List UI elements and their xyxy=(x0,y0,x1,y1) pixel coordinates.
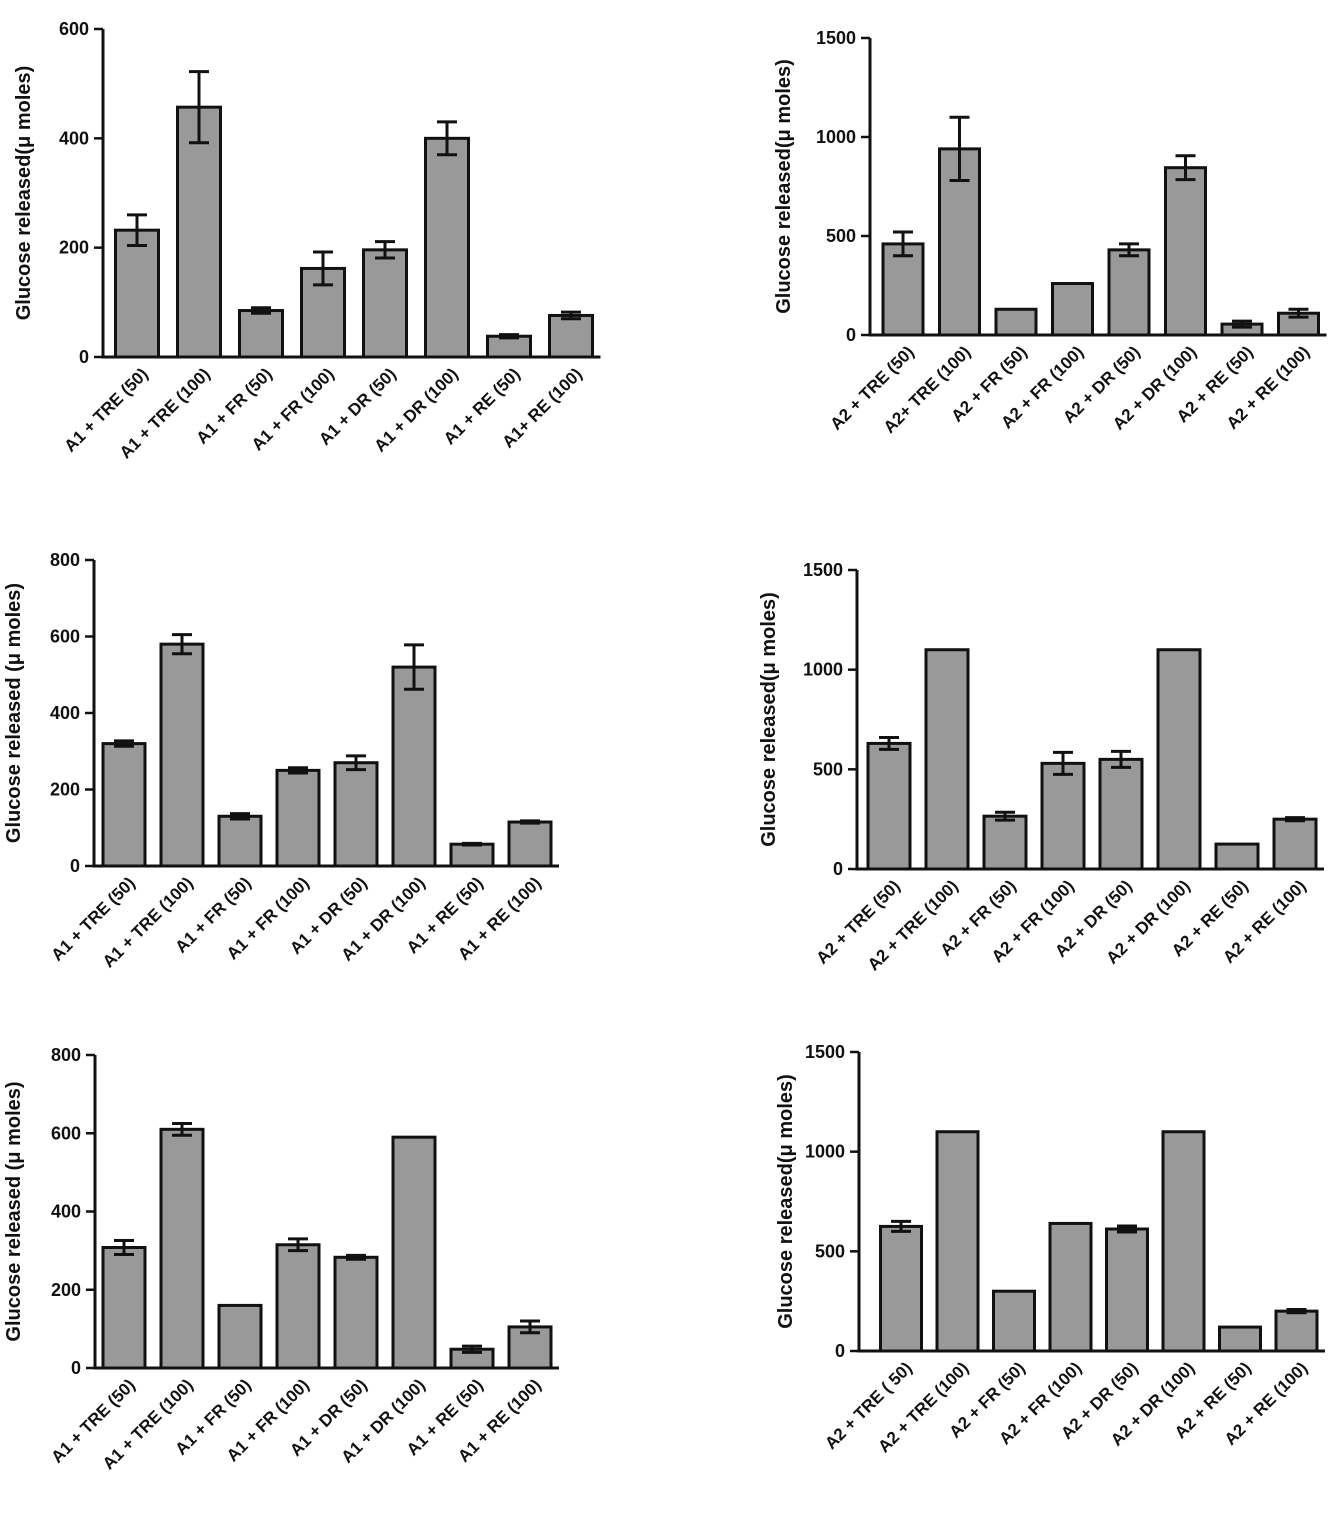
bar xyxy=(879,1224,923,1353)
y-tick-label: 400 xyxy=(59,128,89,148)
bar xyxy=(1048,1221,1093,1353)
y-tick-label: 1000 xyxy=(803,660,843,680)
bar xyxy=(238,309,284,359)
y-axis-label: Glucose released(μ moles) xyxy=(13,66,35,321)
y-axis-label: Glucose released(μ moles) xyxy=(775,1074,797,1329)
y-tick-label: 0 xyxy=(833,859,843,879)
bar xyxy=(982,814,1028,871)
bar xyxy=(275,1243,321,1370)
bar xyxy=(275,768,321,868)
y-tick-label: 0 xyxy=(71,1358,81,1378)
y-tick-label: 0 xyxy=(79,347,89,367)
bar xyxy=(881,242,925,337)
y-tick-label: 1500 xyxy=(803,560,843,580)
y-tick-label: 1500 xyxy=(816,28,856,48)
y-tick-label: 0 xyxy=(835,1341,845,1361)
bar xyxy=(159,1127,205,1370)
y-tick-label: 500 xyxy=(826,226,856,246)
bar xyxy=(548,313,594,359)
y-tick-label: 800 xyxy=(51,1045,81,1065)
bar xyxy=(114,228,160,359)
y-tick-label: 400 xyxy=(50,703,80,723)
y-tick-label: 500 xyxy=(813,759,843,779)
bar xyxy=(391,665,437,868)
y-tick-label: 1000 xyxy=(805,1142,845,1162)
bar xyxy=(101,742,147,868)
bar xyxy=(1272,817,1318,871)
bar xyxy=(994,307,1038,337)
y-tick-label: 500 xyxy=(815,1241,845,1261)
bar xyxy=(1214,842,1260,871)
bar xyxy=(1107,248,1151,337)
y-tick-label: 200 xyxy=(51,1280,81,1300)
bar xyxy=(333,1255,379,1370)
bar xyxy=(935,1130,980,1353)
bar xyxy=(1274,1309,1319,1353)
bar xyxy=(1218,1325,1262,1353)
bar xyxy=(1164,166,1207,337)
y-tick-label: 600 xyxy=(59,19,89,39)
y-tick-label: 1000 xyxy=(816,127,856,147)
bar xyxy=(866,741,912,871)
bar xyxy=(391,1135,437,1370)
bar xyxy=(992,1289,1036,1353)
bar xyxy=(217,814,263,868)
y-tick-label: 0 xyxy=(70,856,80,876)
bar xyxy=(1156,648,1202,871)
y-tick-label: 200 xyxy=(50,780,80,800)
bar xyxy=(176,105,222,359)
bar xyxy=(362,248,408,359)
bar xyxy=(1051,282,1094,337)
bar xyxy=(159,642,205,868)
y-tick-label: 600 xyxy=(51,1123,81,1143)
bar xyxy=(424,136,470,359)
bar xyxy=(333,761,379,868)
y-axis-label: Glucose released (μ moles) xyxy=(3,1081,25,1341)
y-axis-label: Glucose released(μ moles) xyxy=(773,59,795,314)
bar xyxy=(1098,757,1144,871)
bar xyxy=(1040,761,1086,871)
bar xyxy=(217,1303,263,1370)
bar xyxy=(1105,1227,1149,1353)
bar xyxy=(1161,1130,1206,1353)
y-tick-label: 200 xyxy=(59,238,89,258)
y-tick-label: 0 xyxy=(846,325,856,345)
bar xyxy=(101,1245,147,1370)
bar xyxy=(924,648,970,871)
y-axis-label: Glucose released (μ moles) xyxy=(3,583,25,843)
y-tick-label: 800 xyxy=(50,550,80,570)
y-tick-label: 1500 xyxy=(805,1042,845,1062)
bar xyxy=(449,842,495,868)
y-tick-label: 600 xyxy=(50,627,80,647)
y-tick-label: 400 xyxy=(51,1202,81,1222)
y-axis-label: Glucose released(μ moles) xyxy=(758,592,780,847)
bar xyxy=(507,820,553,868)
